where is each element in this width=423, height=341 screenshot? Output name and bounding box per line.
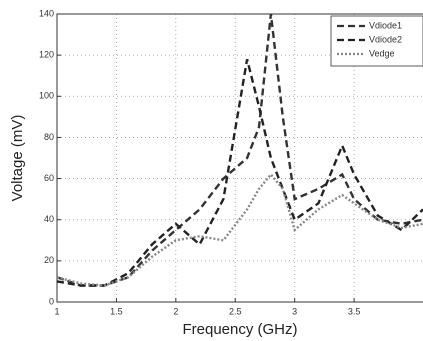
legend-label: Vdiode2: [369, 34, 402, 44]
axes-frame: [56, 13, 423, 303]
x-tick-label: 1.5: [110, 306, 123, 316]
y-tick-label: 60: [44, 173, 54, 183]
x-tick-label: 3: [292, 306, 297, 316]
y-tick-label: 80: [44, 132, 54, 142]
x-axis-label: Frequency (GHz): [182, 321, 297, 338]
legend-box: [330, 15, 423, 67]
y-axis-label: Voltage (mV): [9, 115, 26, 202]
y-tick-label: 100: [39, 91, 54, 101]
legend-label: Vedge: [369, 48, 395, 58]
x-tick-label: 3.5: [348, 306, 361, 316]
y-tick-label: 140: [39, 8, 54, 18]
legend-label: Vdiode1: [369, 20, 402, 30]
y-tick-label: 120: [39, 50, 54, 60]
x-tick-label: 1: [54, 306, 59, 316]
y-tick-label: 0: [49, 296, 54, 306]
y-tick-label: 40: [44, 214, 54, 224]
y-tick-label: 20: [44, 255, 54, 265]
series-line: [56, 172, 423, 287]
x-tick-label: 2: [173, 306, 178, 316]
x-tick-label: 2.5: [229, 306, 242, 316]
series-line: [56, 13, 423, 287]
